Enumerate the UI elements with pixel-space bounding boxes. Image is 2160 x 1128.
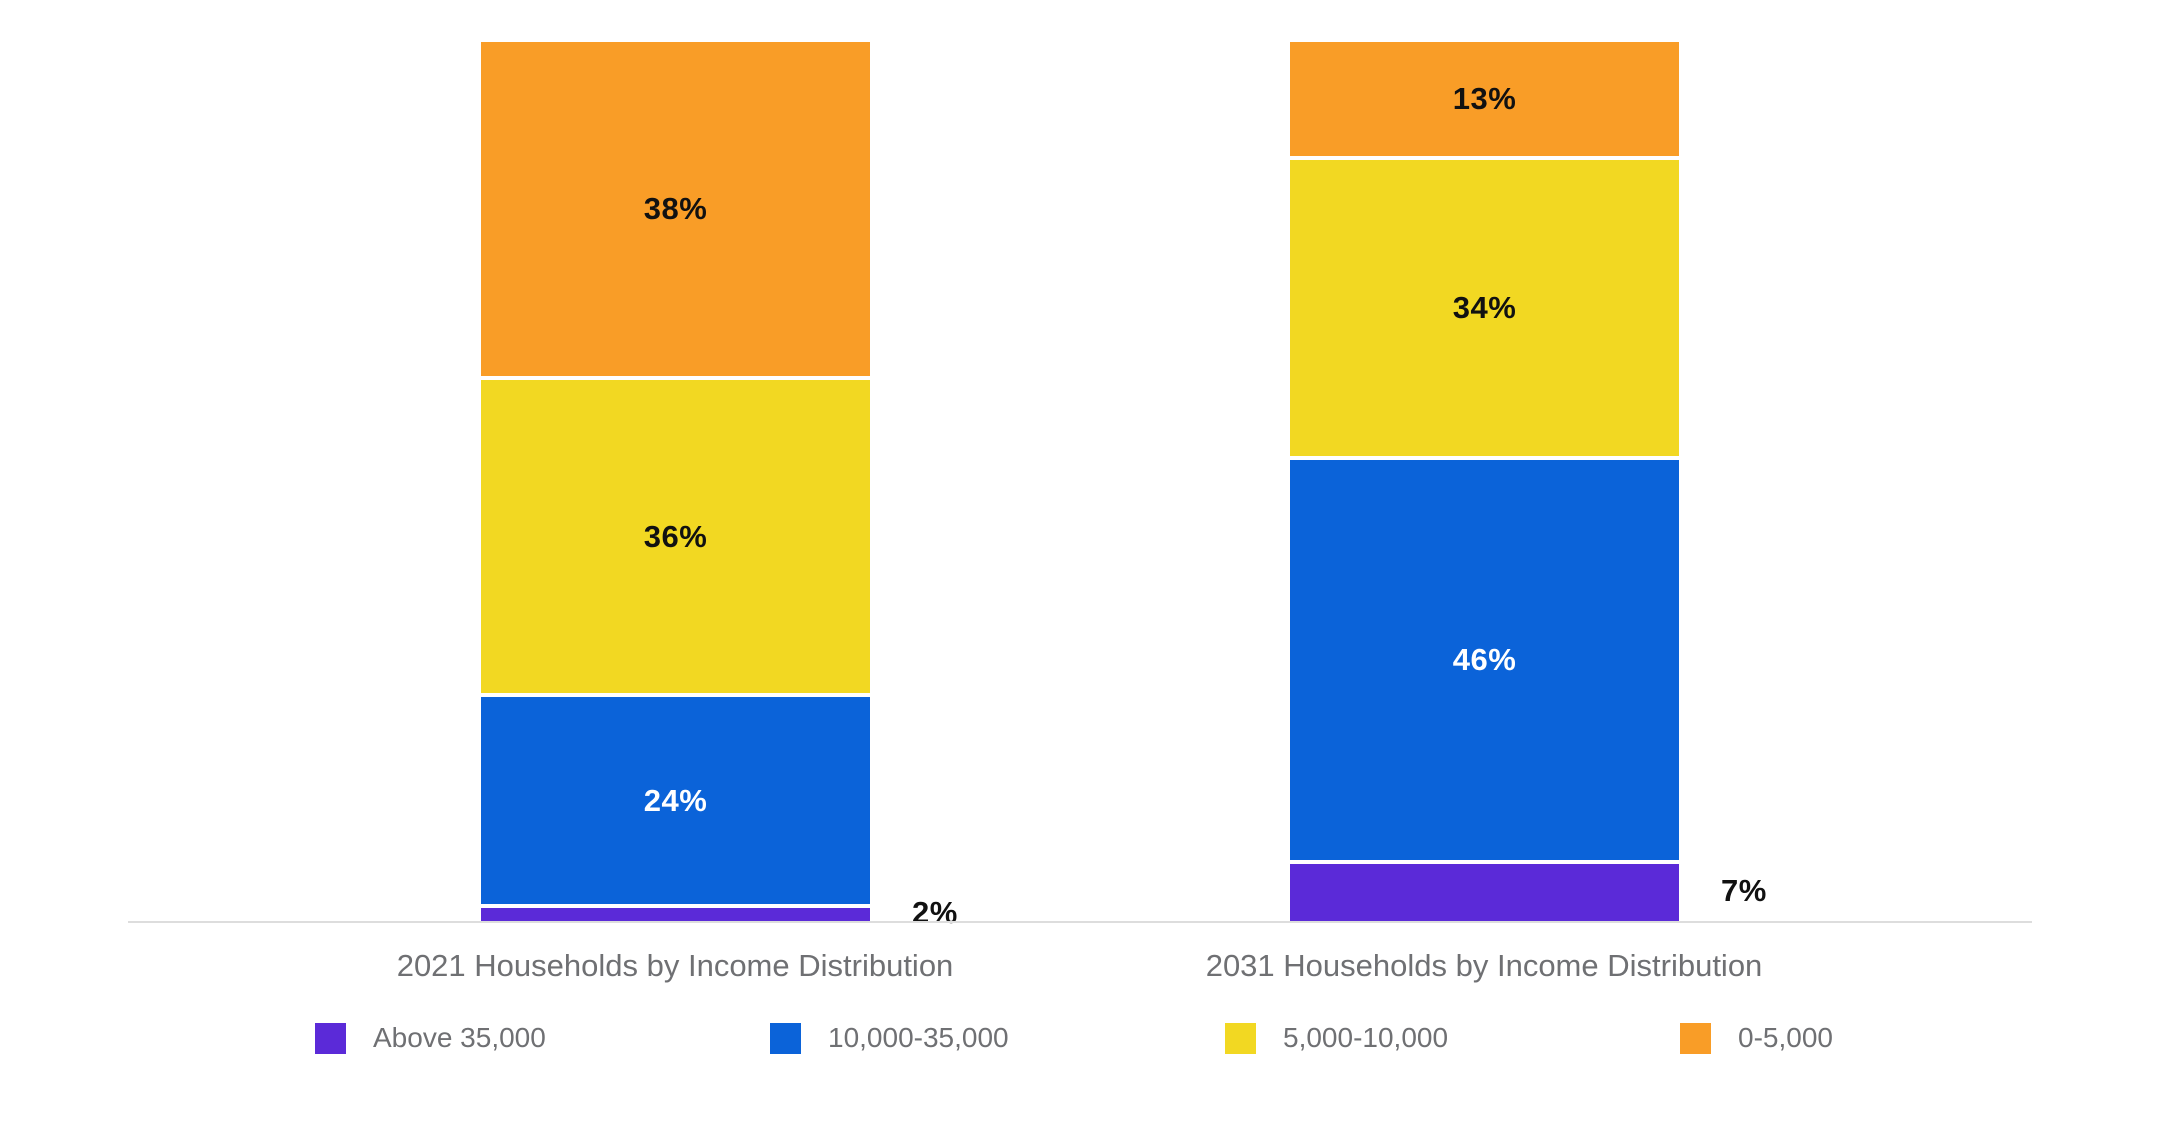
segment-above-35-000-2021 (481, 904, 870, 922)
legend-label-above-35-000: Above 35,000 (373, 1022, 546, 1053)
legend-item-above-35-000: Above 35,000 (315, 1022, 770, 1054)
segment-5-000-10-000-2021: 36% (481, 376, 870, 694)
x-axis-line (128, 921, 2032, 923)
legend-item-0-5-000: 0-5,000 (1680, 1022, 2135, 1054)
stacked-bar-2031: 7% 46% 34% 13% (1290, 42, 1766, 922)
legend-swatch-0-5-000 (1680, 1022, 1711, 1054)
value-label-5-000-10-000-2021: 36% (643, 518, 708, 554)
segment-0-5-000-2021: 38% (481, 42, 870, 377)
stacked-bar-2021: 2% 24% 36% 38% (481, 42, 957, 930)
legend-label-5-000-10-000: 5,000-10,000 (1283, 1022, 1449, 1053)
legend-item-5-000-10-000: 5,000-10,000 (1225, 1022, 1680, 1054)
legend-label-10-000-35-000: 10,000-35,000 (828, 1022, 1009, 1053)
legend-item-10-000-35-000: 10,000-35,000 (770, 1022, 1225, 1054)
value-label-0-5-000-2021: 38% (643, 191, 708, 227)
legend-swatch-5-000-10-000 (1225, 1022, 1256, 1054)
category-label-2021: 2021 Households by Income Distribution (396, 948, 954, 983)
legend-swatch-above-35-000 (315, 1022, 346, 1054)
segment-above-35-000-2031 (1290, 860, 1679, 922)
segment-10-000-35-000-2021: 24% (481, 693, 870, 905)
legend-swatch-10-000-35-000 (770, 1022, 801, 1054)
value-label-5-000-10-000-2031: 34% (1452, 290, 1517, 326)
category-label-2031: 2031 Households by Income Distribution (1205, 948, 1763, 983)
value-label-0-5-000-2031: 13% (1452, 81, 1517, 117)
value-label-above-35-000-2021: 2% (912, 895, 958, 931)
value-label-above-35-000-2031: 7% (1721, 873, 1767, 909)
legend: Above 35,000 10,000-35,000 5,000-10,000 0-5… (315, 1022, 2135, 1054)
legend-label-0-5-000: 0-5,000 (1738, 1022, 1833, 1053)
segment-0-5-000-2031: 13% (1290, 42, 1679, 157)
value-label-10-000-35-000-2021: 24% (643, 782, 708, 818)
segment-5-000-10-000-2031: 34% (1290, 156, 1679, 456)
value-label-10-000-35-000-2031: 46% (1452, 642, 1517, 677)
segment-10-000-35-000-2031: 46% (1290, 455, 1679, 861)
